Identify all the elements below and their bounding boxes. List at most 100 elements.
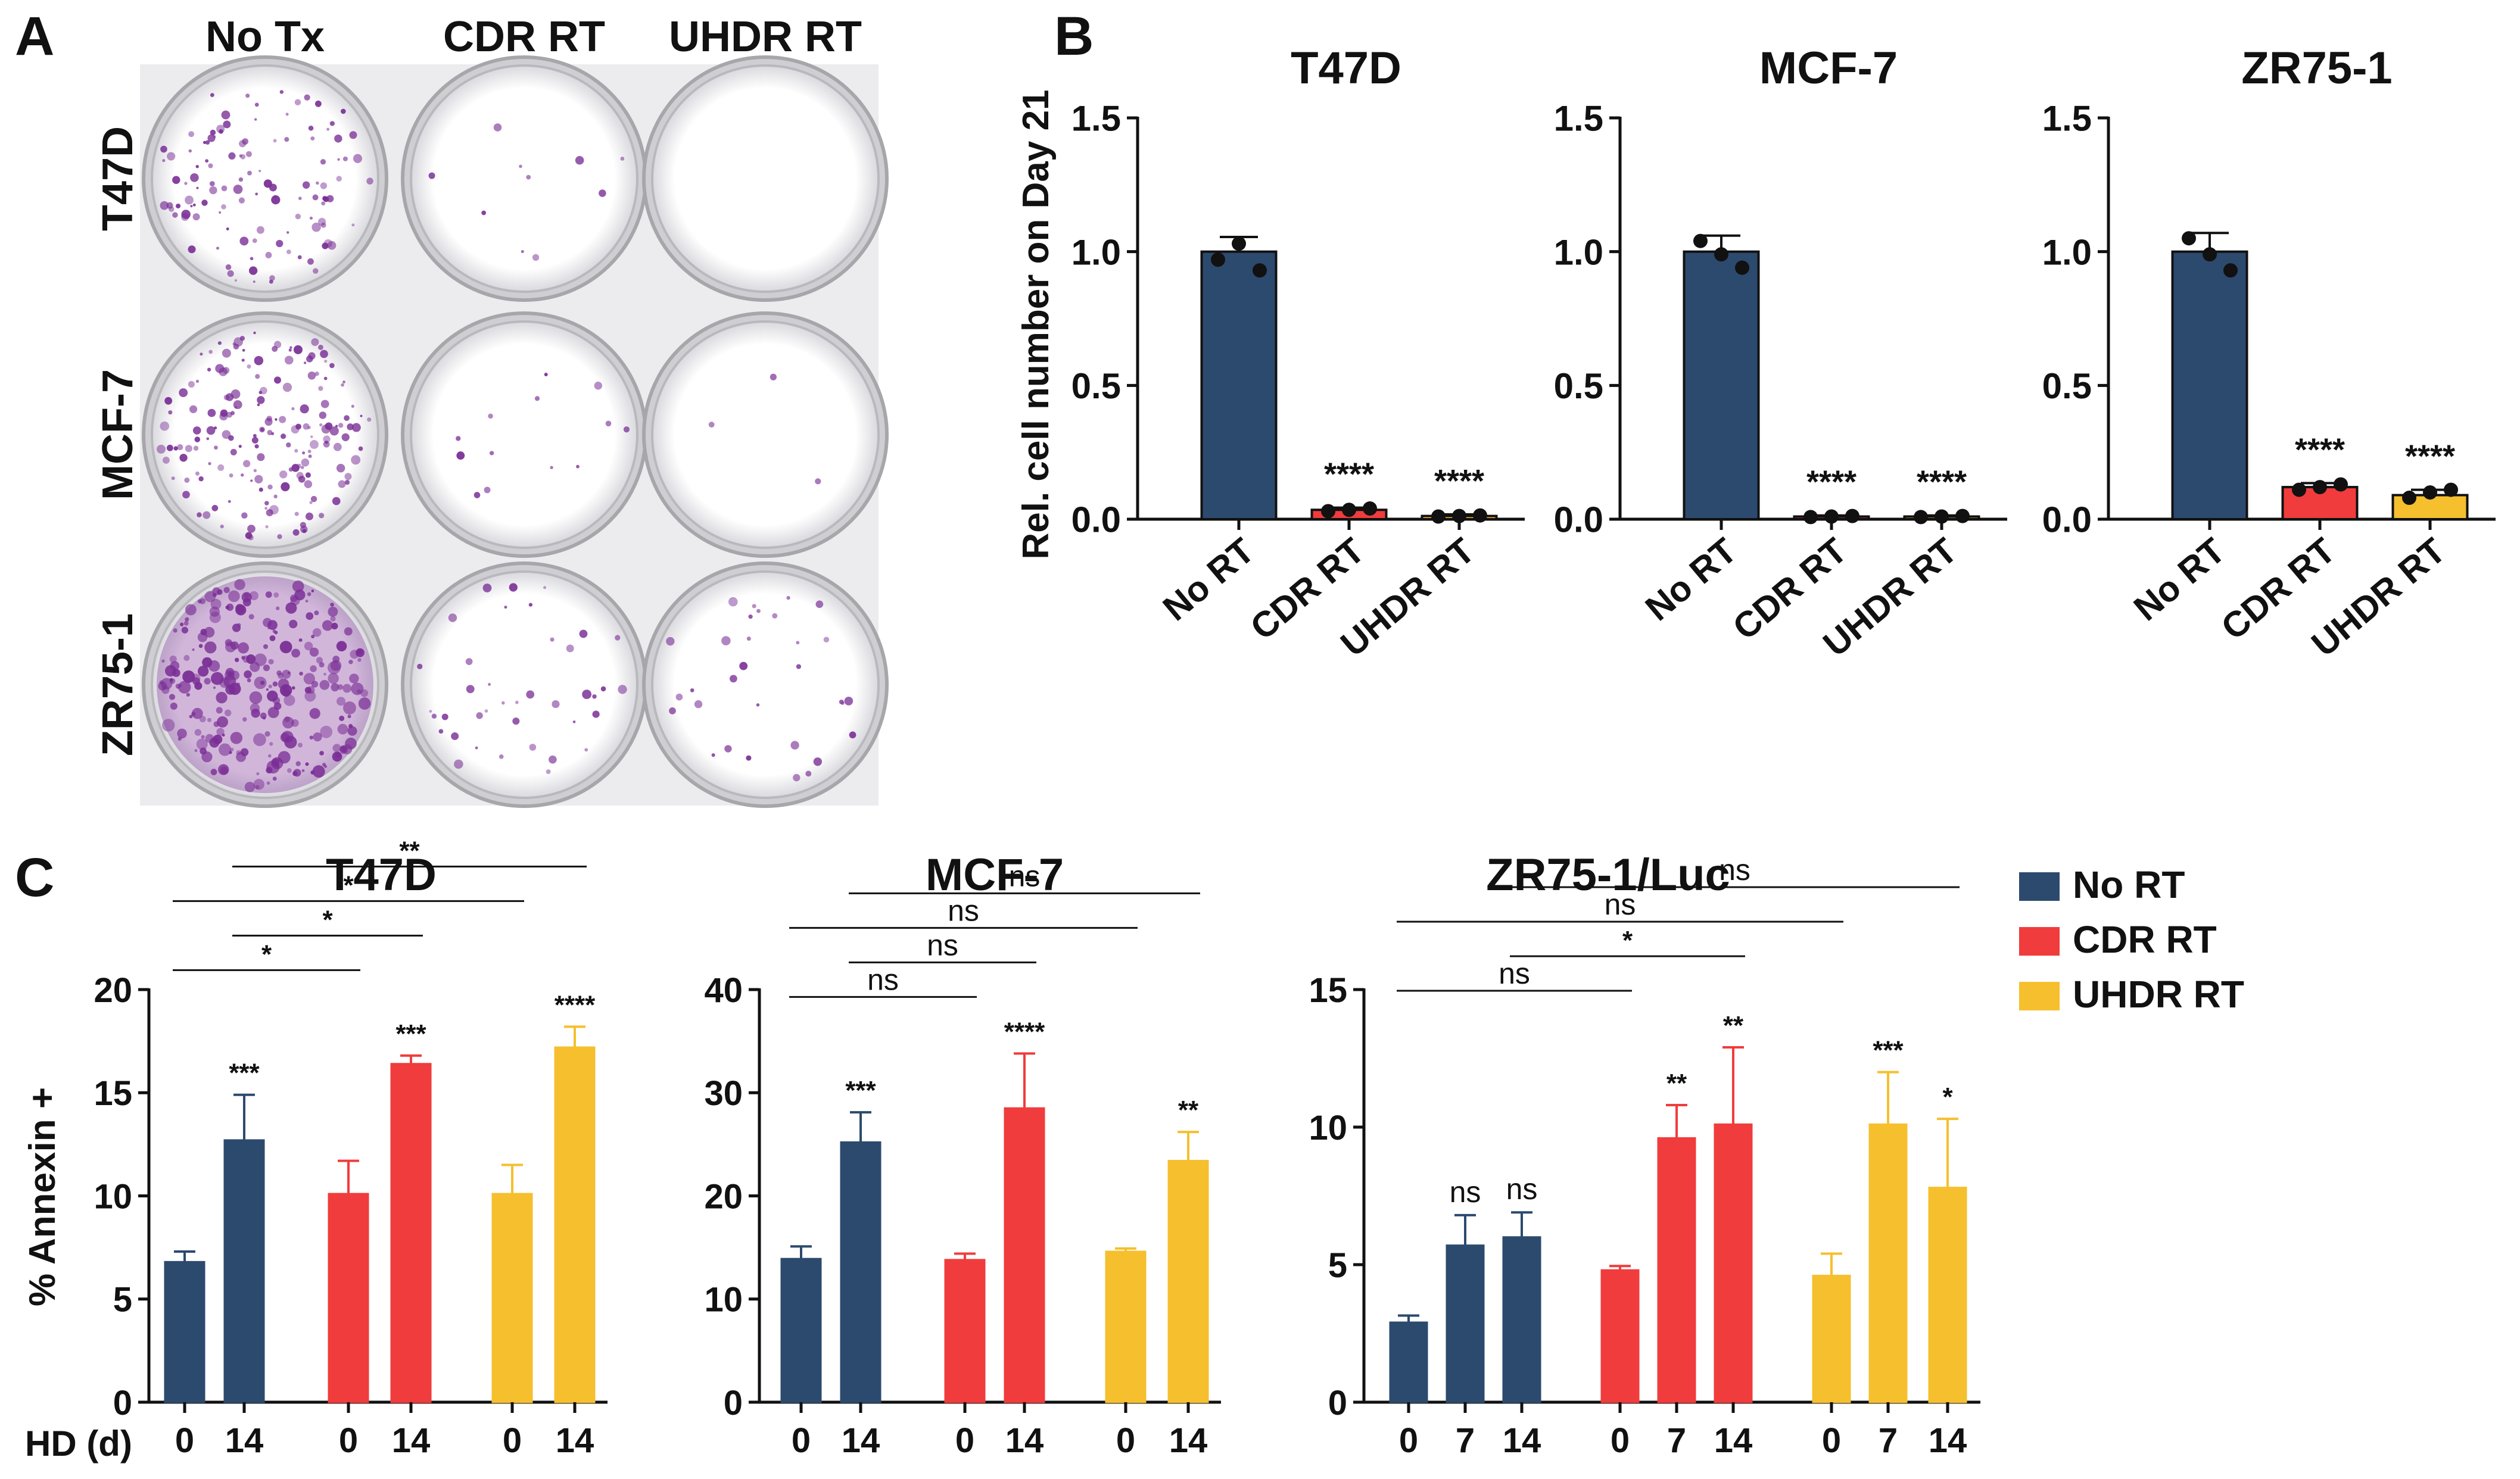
colony <box>326 127 330 131</box>
colony <box>307 450 312 453</box>
data-point <box>1211 252 1225 267</box>
colony <box>267 484 273 490</box>
data-point <box>1363 501 1377 516</box>
colony <box>337 158 340 161</box>
colony <box>205 140 210 145</box>
colony <box>253 469 257 473</box>
data-point <box>1714 247 1728 262</box>
x-tick-label: 0 <box>1611 1421 1630 1460</box>
colony <box>182 491 190 499</box>
colony <box>752 604 756 609</box>
colony <box>328 673 339 684</box>
colony <box>267 690 278 702</box>
x-tick-label: 14 <box>1503 1421 1541 1460</box>
colony <box>310 495 317 503</box>
colony <box>344 415 350 421</box>
colony <box>220 409 228 417</box>
colony <box>739 662 748 670</box>
colony <box>223 586 230 594</box>
colony <box>291 686 295 690</box>
bar <box>1714 1123 1753 1403</box>
colony <box>592 694 597 699</box>
colony <box>249 691 263 704</box>
colony <box>272 681 278 687</box>
col-header-cdr-rt: CDR RT <box>443 13 605 61</box>
colony <box>796 641 800 645</box>
colony <box>335 752 341 758</box>
colony <box>230 732 243 744</box>
colony <box>265 252 272 258</box>
significance-label: **** <box>1324 457 1374 492</box>
colony <box>241 592 252 603</box>
bar <box>780 1258 822 1403</box>
colony <box>304 94 310 101</box>
colony <box>322 242 329 249</box>
colony <box>615 635 621 641</box>
colony <box>327 241 337 250</box>
colony <box>312 628 322 637</box>
colony <box>282 382 292 392</box>
data-point <box>2334 477 2348 492</box>
colony <box>366 177 373 185</box>
bar <box>1004 1107 1045 1403</box>
colony <box>575 155 584 165</box>
bar <box>554 1046 596 1403</box>
colony <box>245 93 250 98</box>
x-tick-label: 14 <box>1714 1421 1753 1460</box>
bar <box>1167 1160 1209 1403</box>
well-1-1 <box>401 311 647 558</box>
colony <box>260 386 267 395</box>
colony <box>320 725 333 738</box>
bar <box>1105 1250 1147 1403</box>
colony <box>163 457 170 464</box>
colony <box>675 693 683 701</box>
data-point <box>2444 482 2458 497</box>
colony <box>330 660 342 671</box>
colony <box>192 707 203 719</box>
x-tick-label: 0 <box>955 1421 974 1460</box>
comparison-label: ns <box>1499 957 1530 990</box>
colony <box>310 435 313 438</box>
significance-label: **** <box>2405 439 2455 475</box>
colony <box>481 210 487 216</box>
colony <box>238 642 249 654</box>
colony <box>228 152 236 160</box>
colony <box>813 757 822 766</box>
colony <box>417 663 423 669</box>
colony <box>584 748 588 752</box>
colony <box>253 331 256 335</box>
colony <box>217 464 225 471</box>
colony <box>234 405 238 409</box>
colony <box>204 641 217 654</box>
colony <box>247 678 251 682</box>
well-interior <box>410 570 638 799</box>
y-tick-label: 20 <box>704 1177 743 1216</box>
colony <box>264 501 269 506</box>
y-tick-label: 1.5 <box>1071 99 1121 139</box>
colony <box>284 355 294 365</box>
colony <box>264 417 273 426</box>
colony <box>338 423 344 428</box>
colony <box>194 748 198 753</box>
colony <box>329 426 339 436</box>
colony <box>329 121 335 126</box>
colony <box>566 644 574 653</box>
colony <box>238 177 244 182</box>
colony <box>319 513 325 519</box>
colony <box>282 669 291 679</box>
colony <box>484 486 491 494</box>
col-header-no-tx: No Tx <box>205 13 325 61</box>
colony <box>219 211 222 214</box>
colony <box>272 629 276 634</box>
colony <box>330 603 334 607</box>
colony <box>267 707 279 719</box>
colony <box>544 373 548 376</box>
row-label-zr75: ZR75-1 <box>94 613 142 756</box>
colony <box>268 659 274 664</box>
colony <box>839 699 844 704</box>
colony <box>823 636 830 643</box>
colony <box>343 701 356 714</box>
colony <box>303 423 310 430</box>
well-interior <box>151 64 379 293</box>
